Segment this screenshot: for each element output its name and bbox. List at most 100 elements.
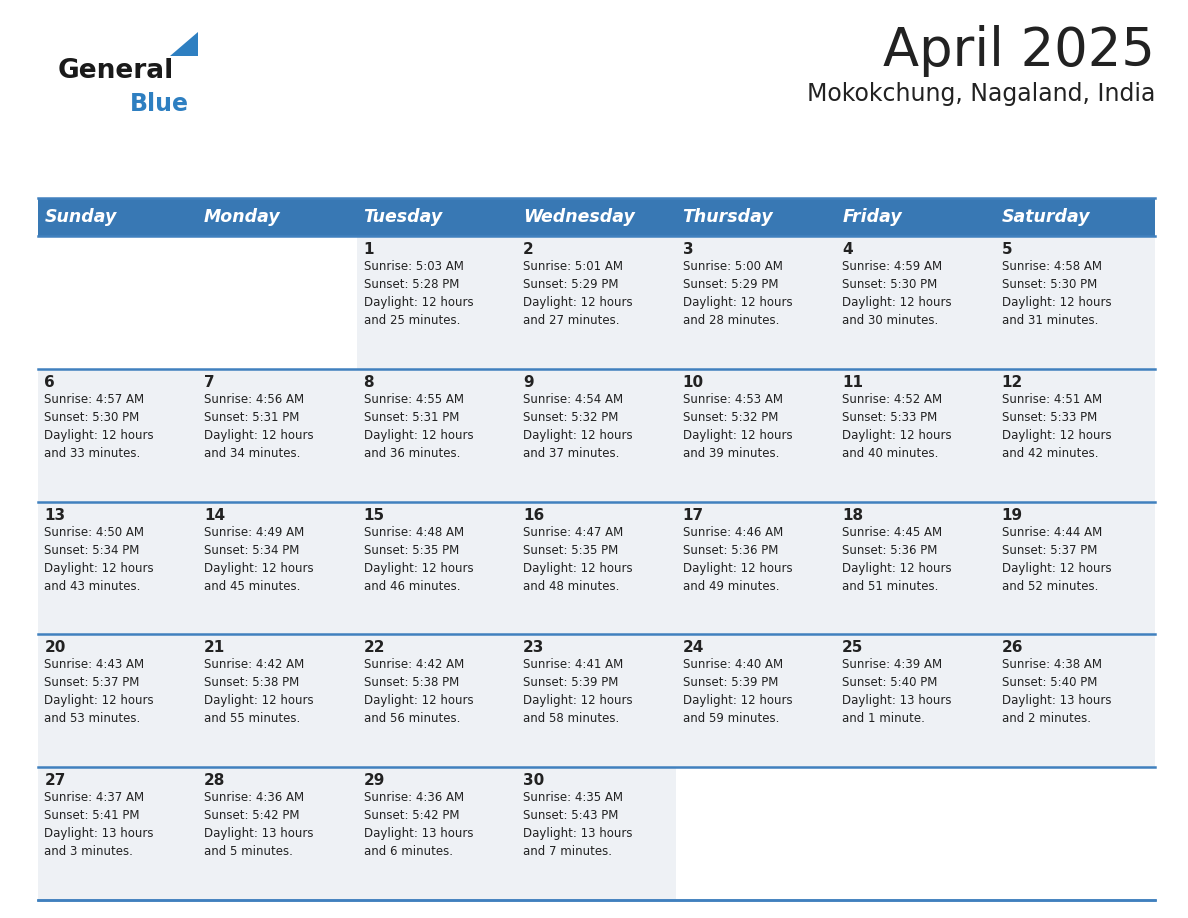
Bar <box>38 369 197 501</box>
Text: 20: 20 <box>44 641 65 655</box>
Text: Blue: Blue <box>129 92 189 116</box>
Polygon shape <box>170 32 198 56</box>
Text: 17: 17 <box>683 508 703 522</box>
Text: 22: 22 <box>364 641 385 655</box>
Text: Friday: Friday <box>842 208 902 226</box>
Bar <box>676 236 836 369</box>
Bar <box>517 767 676 900</box>
Bar <box>996 236 1155 369</box>
Text: Sunrise: 4:46 AM
Sunset: 5:36 PM
Daylight: 12 hours
and 49 minutes.: Sunrise: 4:46 AM Sunset: 5:36 PM Dayligh… <box>683 526 792 593</box>
Text: 6: 6 <box>44 375 55 390</box>
Bar <box>517 236 676 369</box>
Text: Thursday: Thursday <box>683 208 773 226</box>
Bar <box>836 501 996 634</box>
Bar <box>676 369 836 501</box>
Text: Sunrise: 4:37 AM
Sunset: 5:41 PM
Daylight: 13 hours
and 3 minutes.: Sunrise: 4:37 AM Sunset: 5:41 PM Dayligh… <box>44 791 154 858</box>
Text: Sunday: Sunday <box>44 208 116 226</box>
Text: 9: 9 <box>523 375 533 390</box>
Text: 12: 12 <box>1001 375 1023 390</box>
Bar <box>676 501 836 634</box>
Bar <box>197 767 358 900</box>
Bar <box>676 634 836 767</box>
Bar <box>197 236 358 369</box>
Bar <box>358 634 517 767</box>
Text: 23: 23 <box>523 641 544 655</box>
Text: Wednesday: Wednesday <box>523 208 634 226</box>
Bar <box>996 501 1155 634</box>
Text: Sunrise: 4:39 AM
Sunset: 5:40 PM
Daylight: 13 hours
and 1 minute.: Sunrise: 4:39 AM Sunset: 5:40 PM Dayligh… <box>842 658 952 725</box>
Text: Sunrise: 4:36 AM
Sunset: 5:42 PM
Daylight: 13 hours
and 6 minutes.: Sunrise: 4:36 AM Sunset: 5:42 PM Dayligh… <box>364 791 473 858</box>
Text: Sunrise: 4:57 AM
Sunset: 5:30 PM
Daylight: 12 hours
and 33 minutes.: Sunrise: 4:57 AM Sunset: 5:30 PM Dayligh… <box>44 393 154 460</box>
Bar <box>38 501 197 634</box>
Bar <box>836 236 996 369</box>
Bar <box>517 501 676 634</box>
Text: Mokokchung, Nagaland, India: Mokokchung, Nagaland, India <box>807 82 1155 106</box>
Text: Sunrise: 5:03 AM
Sunset: 5:28 PM
Daylight: 12 hours
and 25 minutes.: Sunrise: 5:03 AM Sunset: 5:28 PM Dayligh… <box>364 260 473 327</box>
Text: Sunrise: 4:42 AM
Sunset: 5:38 PM
Daylight: 12 hours
and 56 minutes.: Sunrise: 4:42 AM Sunset: 5:38 PM Dayligh… <box>364 658 473 725</box>
Text: Sunrise: 4:36 AM
Sunset: 5:42 PM
Daylight: 13 hours
and 5 minutes.: Sunrise: 4:36 AM Sunset: 5:42 PM Dayligh… <box>204 791 314 858</box>
Bar <box>676 767 836 900</box>
Bar <box>358 767 517 900</box>
Text: Sunrise: 4:45 AM
Sunset: 5:36 PM
Daylight: 12 hours
and 51 minutes.: Sunrise: 4:45 AM Sunset: 5:36 PM Dayligh… <box>842 526 952 593</box>
Bar <box>836 369 996 501</box>
Text: Sunrise: 4:53 AM
Sunset: 5:32 PM
Daylight: 12 hours
and 39 minutes.: Sunrise: 4:53 AM Sunset: 5:32 PM Dayligh… <box>683 393 792 460</box>
Text: 27: 27 <box>44 773 65 789</box>
Text: 30: 30 <box>523 773 544 789</box>
Text: Sunrise: 4:58 AM
Sunset: 5:30 PM
Daylight: 12 hours
and 31 minutes.: Sunrise: 4:58 AM Sunset: 5:30 PM Dayligh… <box>1001 260 1112 327</box>
Bar <box>836 767 996 900</box>
Text: April 2025: April 2025 <box>883 25 1155 77</box>
Text: Saturday: Saturday <box>1001 208 1091 226</box>
Text: Sunrise: 4:40 AM
Sunset: 5:39 PM
Daylight: 12 hours
and 59 minutes.: Sunrise: 4:40 AM Sunset: 5:39 PM Dayligh… <box>683 658 792 725</box>
Text: Sunrise: 4:51 AM
Sunset: 5:33 PM
Daylight: 12 hours
and 42 minutes.: Sunrise: 4:51 AM Sunset: 5:33 PM Dayligh… <box>1001 393 1112 460</box>
Text: 18: 18 <box>842 508 864 522</box>
Text: Sunrise: 4:59 AM
Sunset: 5:30 PM
Daylight: 12 hours
and 30 minutes.: Sunrise: 4:59 AM Sunset: 5:30 PM Dayligh… <box>842 260 952 327</box>
Bar <box>38 198 1155 236</box>
Text: Sunrise: 4:41 AM
Sunset: 5:39 PM
Daylight: 12 hours
and 58 minutes.: Sunrise: 4:41 AM Sunset: 5:39 PM Dayligh… <box>523 658 633 725</box>
Text: 8: 8 <box>364 375 374 390</box>
Text: 28: 28 <box>204 773 226 789</box>
Text: General: General <box>58 58 175 84</box>
Bar <box>358 501 517 634</box>
Text: 1: 1 <box>364 242 374 257</box>
Text: 11: 11 <box>842 375 864 390</box>
Text: Sunrise: 5:01 AM
Sunset: 5:29 PM
Daylight: 12 hours
and 27 minutes.: Sunrise: 5:01 AM Sunset: 5:29 PM Dayligh… <box>523 260 633 327</box>
Bar <box>197 501 358 634</box>
Text: Sunrise: 4:38 AM
Sunset: 5:40 PM
Daylight: 13 hours
and 2 minutes.: Sunrise: 4:38 AM Sunset: 5:40 PM Dayligh… <box>1001 658 1111 725</box>
Text: Monday: Monday <box>204 208 280 226</box>
Text: 29: 29 <box>364 773 385 789</box>
Text: 16: 16 <box>523 508 544 522</box>
Text: Sunrise: 4:44 AM
Sunset: 5:37 PM
Daylight: 12 hours
and 52 minutes.: Sunrise: 4:44 AM Sunset: 5:37 PM Dayligh… <box>1001 526 1112 593</box>
Text: 26: 26 <box>1001 641 1023 655</box>
Text: Sunrise: 4:56 AM
Sunset: 5:31 PM
Daylight: 12 hours
and 34 minutes.: Sunrise: 4:56 AM Sunset: 5:31 PM Dayligh… <box>204 393 314 460</box>
Bar <box>38 236 197 369</box>
Bar <box>996 767 1155 900</box>
Text: Sunrise: 4:52 AM
Sunset: 5:33 PM
Daylight: 12 hours
and 40 minutes.: Sunrise: 4:52 AM Sunset: 5:33 PM Dayligh… <box>842 393 952 460</box>
Text: Tuesday: Tuesday <box>364 208 443 226</box>
Text: Sunrise: 4:48 AM
Sunset: 5:35 PM
Daylight: 12 hours
and 46 minutes.: Sunrise: 4:48 AM Sunset: 5:35 PM Dayligh… <box>364 526 473 593</box>
Bar <box>38 767 197 900</box>
Text: Sunrise: 4:55 AM
Sunset: 5:31 PM
Daylight: 12 hours
and 36 minutes.: Sunrise: 4:55 AM Sunset: 5:31 PM Dayligh… <box>364 393 473 460</box>
Text: 10: 10 <box>683 375 703 390</box>
Text: 5: 5 <box>1001 242 1012 257</box>
Bar <box>996 634 1155 767</box>
Text: Sunrise: 4:50 AM
Sunset: 5:34 PM
Daylight: 12 hours
and 43 minutes.: Sunrise: 4:50 AM Sunset: 5:34 PM Dayligh… <box>44 526 154 593</box>
Bar <box>358 236 517 369</box>
Bar <box>197 369 358 501</box>
Text: Sunrise: 4:47 AM
Sunset: 5:35 PM
Daylight: 12 hours
and 48 minutes.: Sunrise: 4:47 AM Sunset: 5:35 PM Dayligh… <box>523 526 633 593</box>
Text: Sunrise: 4:54 AM
Sunset: 5:32 PM
Daylight: 12 hours
and 37 minutes.: Sunrise: 4:54 AM Sunset: 5:32 PM Dayligh… <box>523 393 633 460</box>
Text: 25: 25 <box>842 641 864 655</box>
Bar <box>197 634 358 767</box>
Bar <box>358 369 517 501</box>
Text: 14: 14 <box>204 508 225 522</box>
Text: Sunrise: 4:43 AM
Sunset: 5:37 PM
Daylight: 12 hours
and 53 minutes.: Sunrise: 4:43 AM Sunset: 5:37 PM Dayligh… <box>44 658 154 725</box>
Text: 2: 2 <box>523 242 533 257</box>
Bar <box>517 369 676 501</box>
Bar <box>996 369 1155 501</box>
Text: 3: 3 <box>683 242 694 257</box>
Text: Sunrise: 4:42 AM
Sunset: 5:38 PM
Daylight: 12 hours
and 55 minutes.: Sunrise: 4:42 AM Sunset: 5:38 PM Dayligh… <box>204 658 314 725</box>
Bar <box>517 634 676 767</box>
Text: 4: 4 <box>842 242 853 257</box>
Text: 7: 7 <box>204 375 215 390</box>
Text: Sunrise: 4:35 AM
Sunset: 5:43 PM
Daylight: 13 hours
and 7 minutes.: Sunrise: 4:35 AM Sunset: 5:43 PM Dayligh… <box>523 791 632 858</box>
Text: 15: 15 <box>364 508 385 522</box>
